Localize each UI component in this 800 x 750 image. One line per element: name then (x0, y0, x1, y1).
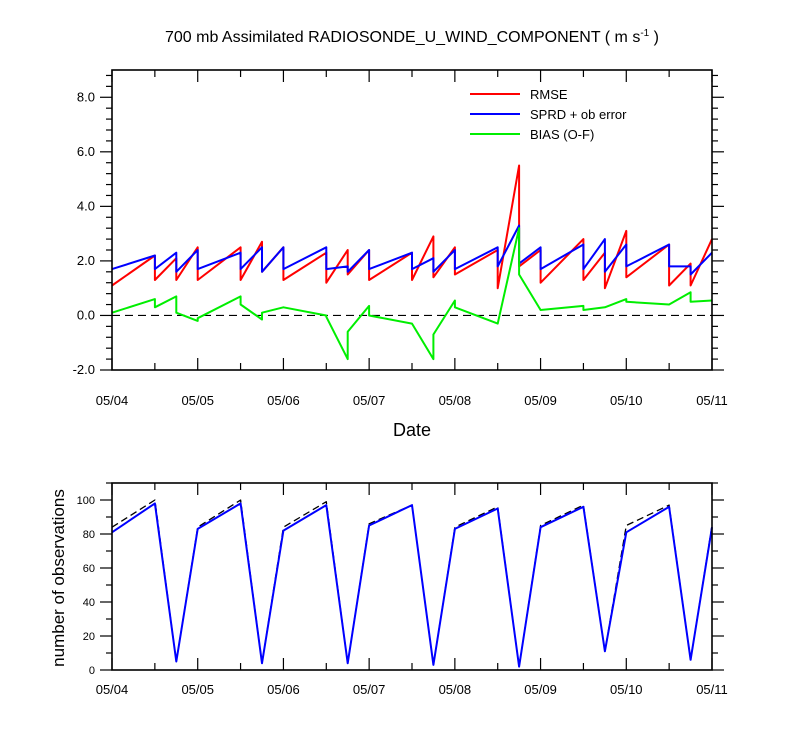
x-tick-label: 05/05 (181, 682, 214, 697)
x-tick-label: 05/08 (439, 393, 472, 408)
legend: RMSE SPRD + ob error BIAS (O-F) (470, 87, 627, 142)
bottom-series-group (111, 499, 713, 668)
series-line-assimilated-observations (111, 502, 713, 668)
series-line-total-observations (111, 499, 713, 668)
top-series-group (111, 164, 713, 361)
x-tick-label: 05/08 (439, 682, 472, 697)
x-tick-label: 05/06 (267, 682, 300, 697)
y-tick-label: 80 (83, 529, 95, 541)
x-tick-label: 05/09 (524, 393, 557, 408)
x-tick-label: 05/07 (353, 682, 386, 697)
x-tick-label: 05/10 (610, 393, 643, 408)
y-tick-label: 20 (83, 631, 95, 643)
top-axis-ticks (100, 70, 724, 371)
bottom-plot-frame (111, 482, 713, 671)
x-tick-label: 05/10 (610, 682, 643, 697)
bottom-y-tick-labels: 0 20 40 60 80 100 (77, 495, 95, 677)
y-tick-label: 0 (89, 665, 95, 677)
y-tick-label: 8.0 (77, 89, 95, 104)
x-axis-label: Date (393, 420, 431, 440)
x-tick-label: 05/07 (353, 393, 386, 408)
top-panel: -2.0 0.0 2.0 4.0 6.0 8.0 05/04 05/05 05/06 05/07… (73, 69, 728, 440)
y-tick-label: 2.0 (77, 253, 95, 268)
y-tick-label: 100 (77, 495, 95, 507)
legend-label: BIAS (O-F) (530, 127, 594, 142)
x-tick-label: 05/11 (696, 682, 728, 697)
series-line-rmse (111, 164, 713, 290)
legend-label: RMSE (530, 87, 568, 102)
y-tick-label: 0.0 (77, 307, 95, 322)
y-tick-label: 4.0 (77, 198, 95, 213)
title-unit-exponent: -1 (640, 28, 649, 39)
legend-label: SPRD + ob error (530, 107, 627, 122)
x-tick-label: 05/11 (696, 393, 728, 408)
series-line-sprd-ob-error (111, 224, 713, 276)
bottom-x-tick-labels: 05/04 05/05 05/06 05/07 05/08 05/09 05/10 05/11 (96, 682, 728, 697)
top-plot-frame (111, 69, 713, 371)
top-y-tick-labels: -2.0 0.0 2.0 4.0 6.0 8.0 (73, 89, 95, 377)
x-tick-label: 05/09 (524, 682, 557, 697)
series-line-bias-o-f (111, 227, 713, 361)
y-tick-label: 6.0 (77, 144, 95, 159)
x-tick-label: 05/04 (96, 393, 129, 408)
top-x-tick-labels: 05/04 05/05 05/06 05/07 05/08 05/09 05/10 05/11 (96, 393, 728, 408)
y-tick-label: 60 (83, 563, 95, 575)
y-tick-label: 40 (83, 597, 95, 609)
x-tick-label: 05/05 (181, 393, 214, 408)
y-axis-label: number of observations (49, 489, 68, 667)
x-tick-label: 05/06 (267, 393, 300, 408)
bottom-axis-ticks (100, 482, 724, 671)
y-tick-label: -2.0 (73, 362, 95, 377)
x-tick-label: 05/04 (96, 682, 129, 697)
chart-title: 700 mb Assimilated RADIOSONDE_U_WIND_COM… (165, 28, 659, 46)
